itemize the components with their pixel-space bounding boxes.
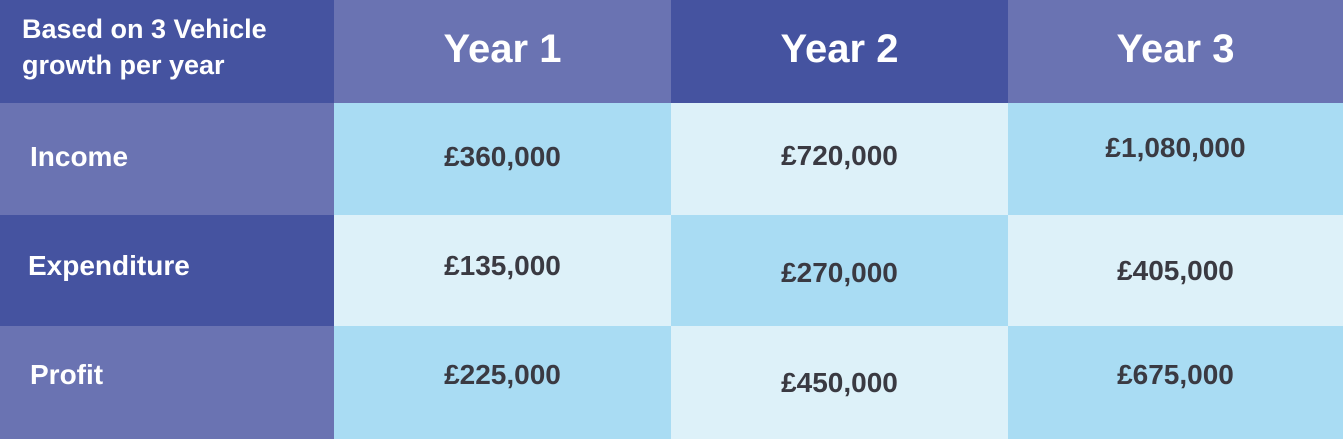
column-header-year-1: Year 1 xyxy=(334,0,671,103)
profit-year-1-value: £225,000 xyxy=(334,326,671,439)
profit-year-2-value: £450,000 xyxy=(671,326,1008,439)
row-header-expenditure: Expenditure xyxy=(0,215,334,326)
expenditure-year-1-value: £135,000 xyxy=(334,215,671,326)
column-header-year-2: Year 2 xyxy=(671,0,1008,103)
expenditure-year-3-value: £405,000 xyxy=(1008,215,1343,326)
income-year-1-value: £360,000 xyxy=(334,103,671,215)
corner-label: Based on 3 Vehicle growth per year xyxy=(0,0,334,103)
row-header-profit: Profit xyxy=(0,326,334,439)
expenditure-year-2-value: £270,000 xyxy=(671,215,1008,326)
profit-year-3-value: £675,000 xyxy=(1008,326,1343,439)
row-header-income: Income xyxy=(0,103,334,215)
income-year-2-value: £720,000 xyxy=(671,103,1008,215)
column-header-year-3: Year 3 xyxy=(1008,0,1343,103)
income-year-3-value: £1,080,000 xyxy=(1008,103,1343,215)
